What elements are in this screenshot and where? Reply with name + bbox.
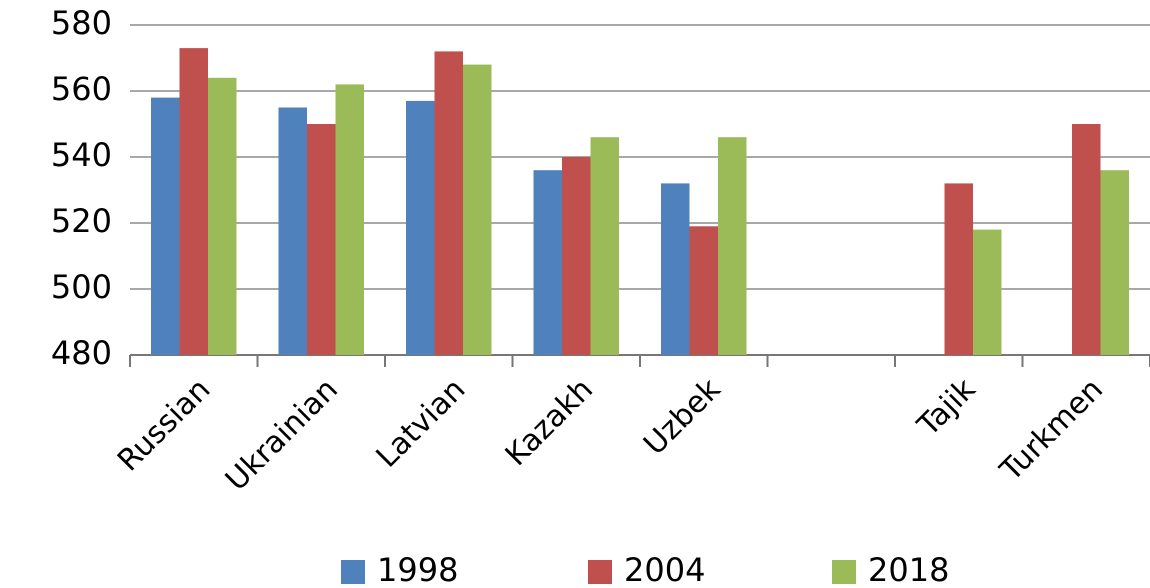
y-tick-label: 540 [51, 136, 112, 174]
bar [307, 124, 336, 355]
y-tick-label: 560 [51, 70, 112, 108]
legend-swatch [341, 560, 365, 584]
y-tick-label: 580 [51, 4, 112, 42]
x-tick-label: Uzbek [637, 371, 728, 462]
bar [434, 51, 463, 356]
bar [944, 183, 973, 355]
legend-label: 1998 [377, 551, 458, 588]
legend-label: 2018 [868, 551, 949, 588]
bar [151, 97, 180, 355]
legend-label: 2004 [624, 551, 705, 588]
x-tick-label: Latvian [370, 372, 473, 475]
x-tick-label: Tajik [910, 371, 982, 443]
bar [1100, 170, 1129, 355]
bar [208, 77, 237, 356]
y-tick-label: 500 [51, 268, 112, 306]
bar [278, 107, 307, 355]
bar [590, 137, 619, 355]
y-tick-label: 520 [51, 202, 112, 240]
legend-swatch [832, 560, 856, 584]
x-tick-label: Turkmen [993, 372, 1110, 489]
bar [533, 170, 562, 355]
x-tick-label: Ukrainian [219, 372, 345, 498]
bar [463, 64, 492, 355]
bar [718, 137, 747, 355]
bar [179, 48, 208, 355]
bar [973, 229, 1002, 355]
x-tick-label: Kazakh [499, 372, 600, 473]
bar [689, 226, 718, 355]
bar [406, 100, 435, 356]
x-tick-label: Russian [111, 372, 217, 478]
bar [1072, 124, 1101, 355]
y-tick-label: 480 [51, 334, 112, 372]
bar [335, 84, 364, 356]
legend-swatch [588, 560, 612, 584]
bar [661, 183, 690, 355]
bar [562, 157, 591, 355]
